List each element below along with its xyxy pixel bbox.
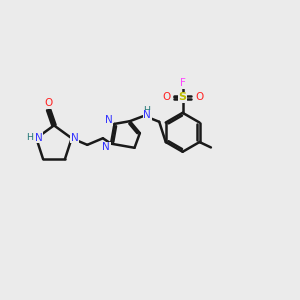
Text: S: S — [178, 92, 187, 103]
Text: O: O — [44, 98, 53, 108]
Text: H: H — [26, 133, 33, 142]
Text: N: N — [143, 110, 151, 120]
Text: N: N — [105, 115, 113, 125]
Text: O: O — [162, 92, 170, 103]
Text: N: N — [34, 133, 42, 143]
Text: O: O — [195, 92, 204, 103]
Text: H: H — [143, 106, 150, 115]
Text: N: N — [71, 133, 79, 143]
Text: F: F — [180, 78, 186, 88]
Text: N: N — [102, 142, 110, 152]
